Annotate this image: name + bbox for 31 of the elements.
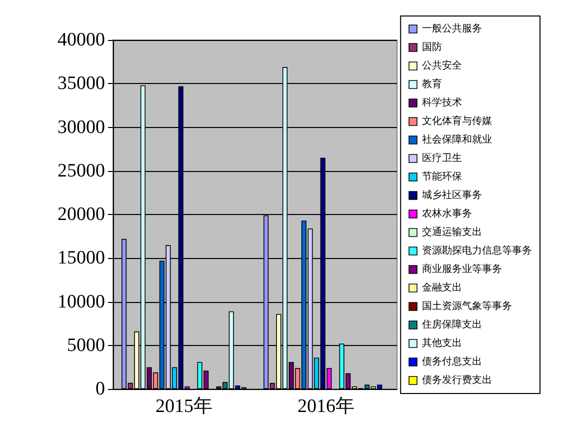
legend-label: 节能环保 [422,170,462,182]
x-tick-label: 2016年 [298,396,354,417]
legend-label: 农林水事务 [422,208,472,220]
legend-label: 国土资源气象等事务 [422,300,512,312]
legend-label: 公共安全 [422,60,462,72]
legend-label: 教育 [422,78,442,90]
y-tick-label: 20000 [58,204,105,225]
y-tick-label: 15000 [58,248,105,269]
legend-label: 城乡社区事务 [421,189,482,201]
x-tick-label: 2015年 [156,396,212,417]
legend-label: 科学技术 [422,96,462,108]
y-tick-label: 30000 [58,116,105,138]
legend-label: 债务发行费支出 [422,374,492,386]
y-tick-label: 5000 [67,334,105,356]
legend-label: 住房保障支出 [422,318,482,330]
y-tick-label: 10000 [58,291,105,312]
legend-label: 一般公共服务 [422,22,482,34]
legend-label: 资源勘探电力信息等事务 [422,244,532,256]
legend-label: 社会保障和就业 [422,134,492,146]
legend-label: 文化体育与传媒 [422,115,492,127]
legend-label: 其他支出 [422,337,462,349]
legend-label: 医疗卫生 [422,152,462,164]
y-tick-label: 25000 [58,160,105,182]
legend-label: 商业服务业等事务 [422,263,502,275]
y-tick-label: 40000 [58,30,105,50]
legend-label: 交通运输支出 [422,226,482,238]
legend-label: 债务付息支出 [422,356,482,368]
y-tick-label: 35000 [58,73,105,94]
legend-label: 国防 [422,41,442,53]
legend-label: 金融支出 [422,282,462,294]
y-tick-label: 0 [96,378,105,400]
